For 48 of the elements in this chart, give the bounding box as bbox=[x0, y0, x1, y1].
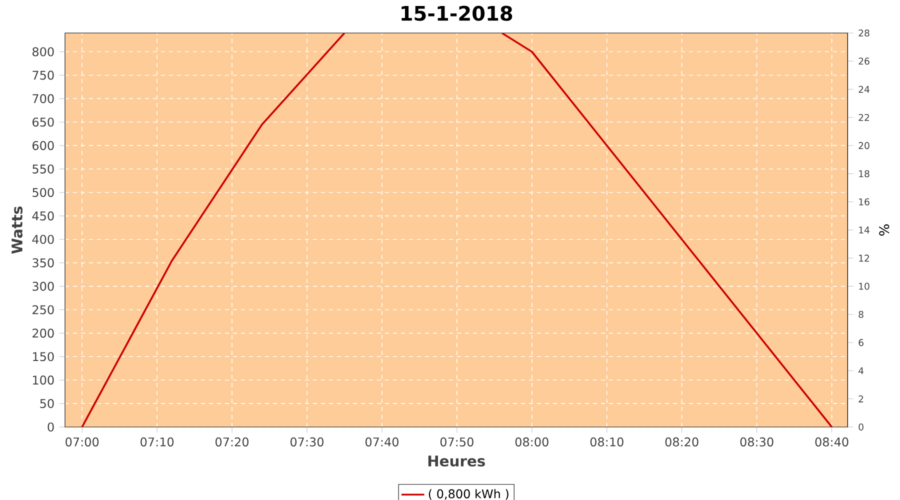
y-tick-label: 250 bbox=[32, 305, 54, 314]
y2-tick-label: 6 bbox=[858, 339, 864, 346]
y-tick-label: 200 bbox=[32, 328, 54, 338]
x-tick-label: 08:00 bbox=[515, 437, 548, 446]
y-tick-label: 500 bbox=[32, 188, 54, 198]
y-axis-title: Watts bbox=[12, 206, 23, 254]
y2-tick-label: 26 bbox=[858, 58, 870, 65]
y2-tick-label: 4 bbox=[858, 367, 864, 374]
y-tick-label: 150 bbox=[33, 352, 54, 362]
y2-tick-label: 8 bbox=[858, 310, 864, 318]
y2-tick-label: 0 bbox=[858, 423, 864, 431]
y-tick-label: 400 bbox=[32, 234, 54, 244]
x-tick-label: 07:20 bbox=[216, 437, 248, 446]
y2-tick-label: 2 bbox=[858, 395, 864, 402]
y2-tick-label: 20 bbox=[858, 142, 870, 150]
y2-tick-label: 28 bbox=[858, 29, 870, 37]
x-tick-label: 07:00 bbox=[66, 437, 99, 446]
y2-tick-label: 24 bbox=[858, 86, 870, 93]
y2-tick-label: 10 bbox=[859, 282, 870, 290]
x-tick-label: 08:10 bbox=[590, 437, 624, 446]
y-tick-label: 800 bbox=[32, 47, 54, 56]
y2-tick-label: 14 bbox=[859, 226, 870, 234]
chart-title: 15-1-2018 bbox=[402, 6, 512, 21]
x-tick-label: 08:40 bbox=[815, 437, 848, 446]
y-tick-label: 450 bbox=[32, 211, 54, 220]
y-tick-label: 600 bbox=[32, 141, 54, 150]
y-tick-label: 350 bbox=[32, 258, 54, 268]
x-tick-label: 07:30 bbox=[290, 437, 324, 446]
y-tick-label: 700 bbox=[32, 94, 54, 104]
y-tick-label: 650 bbox=[32, 118, 54, 127]
x-tick-label: 08:20 bbox=[665, 437, 698, 446]
y2-tick-label: 22 bbox=[858, 114, 870, 121]
y2-tick-label: 12 bbox=[859, 254, 870, 262]
x-tick-label: 07:50 bbox=[440, 437, 474, 446]
x-tick-label: 07:10 bbox=[140, 437, 174, 446]
x-tick-label: 08:30 bbox=[740, 437, 774, 446]
y-tick-label: 0 bbox=[48, 422, 54, 432]
y2-tick-label: 16 bbox=[859, 198, 870, 206]
y-tick-label: 100 bbox=[33, 376, 54, 385]
y-tick-label: 50 bbox=[40, 399, 54, 408]
legend-label: ( 0,800 kWh ) bbox=[428, 489, 508, 500]
x-tick-label: 07:40 bbox=[365, 437, 398, 446]
y2-tick-label: 18 bbox=[859, 170, 870, 178]
y2-axis-title: % bbox=[879, 224, 890, 236]
y-tick-label: 750 bbox=[32, 70, 54, 80]
y-tick-label: 550 bbox=[32, 164, 54, 174]
y-tick-label: 300 bbox=[32, 282, 54, 291]
x-axis-title: Heures bbox=[428, 456, 485, 467]
